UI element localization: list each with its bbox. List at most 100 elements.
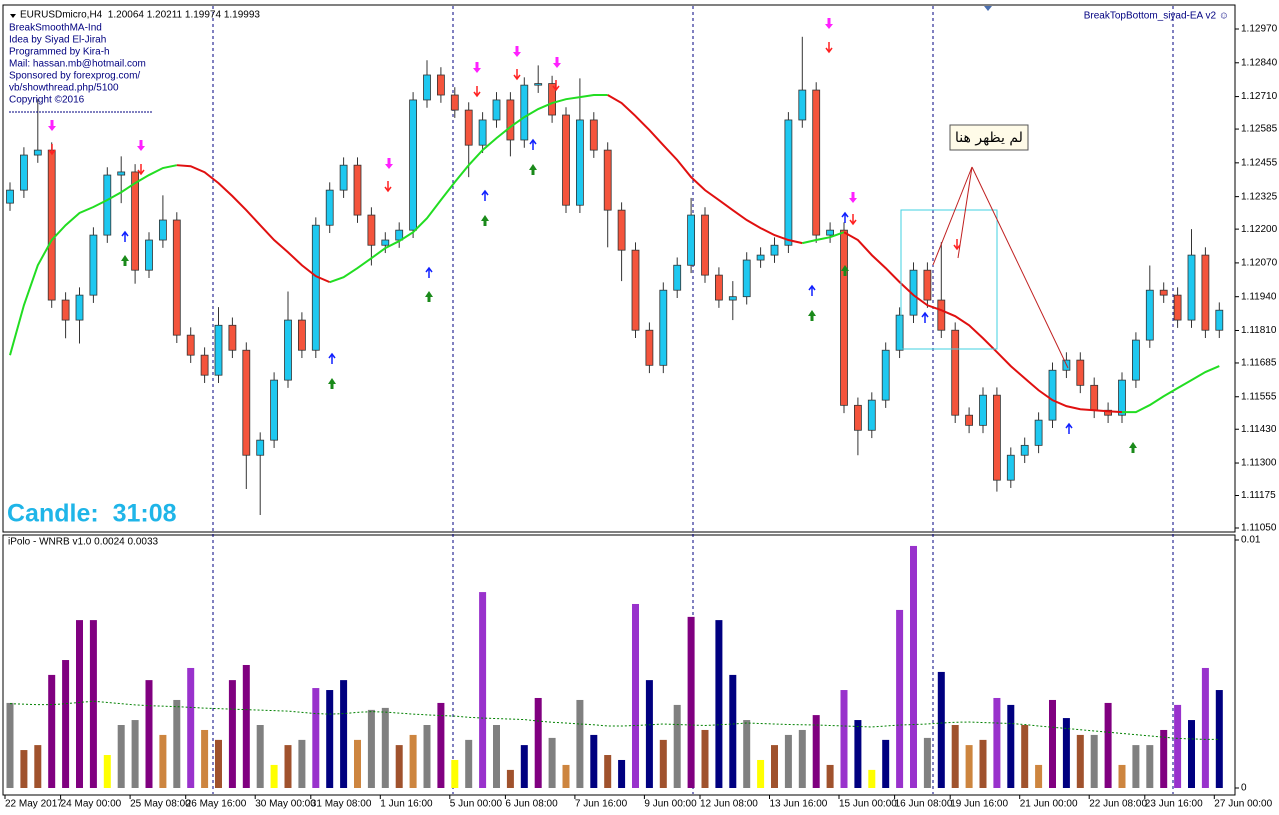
volume-bar <box>1201 667 1209 788</box>
y-tick-label: 1.12710 <box>1241 91 1278 102</box>
candle-body <box>534 83 543 86</box>
candle-body <box>701 214 709 276</box>
volume-bar <box>1104 702 1112 788</box>
y-tick-label: 1.11050 <box>1241 523 1277 534</box>
candle-body <box>75 294 84 321</box>
pointer <box>932 166 973 266</box>
candle-body <box>1020 444 1029 456</box>
y-tick-label: 1.11555 <box>1241 391 1277 402</box>
candle-body <box>1090 384 1099 411</box>
volume-bar <box>1007 704 1015 788</box>
y-tick-label: 0 <box>1241 783 1247 794</box>
volume-bar <box>103 755 111 788</box>
candle-body <box>1118 379 1126 416</box>
candle-body <box>145 239 153 271</box>
candle-body <box>325 189 334 226</box>
volume-bar <box>34 745 42 788</box>
volume-bar <box>951 725 959 788</box>
volume-bar <box>1021 725 1029 788</box>
pointer <box>957 166 973 259</box>
y-tick-label: 0.01 <box>1241 535 1261 546</box>
volume-bar <box>187 667 195 788</box>
volume-bar <box>1035 764 1043 788</box>
volume-bar <box>423 725 431 788</box>
candle-body <box>339 164 348 191</box>
volume-bar <box>743 720 751 788</box>
candle-body <box>117 171 126 176</box>
info-line: Mail: hassan.mb@hotmail.com <box>9 59 146 70</box>
volume-bar <box>1188 720 1195 788</box>
indicator-info: BreakSmoothMA-Ind Idea by Siyad El-Jirah… <box>9 23 153 113</box>
candle-body <box>1173 294 1182 321</box>
volume-bar <box>493 725 500 788</box>
candle-body <box>423 74 431 101</box>
volume-bar <box>131 720 139 788</box>
candle-body <box>506 99 515 141</box>
volume-bar <box>1076 734 1084 788</box>
x-tick-label: 22 Jun 08:00 <box>1089 799 1147 810</box>
candle-body <box>381 239 390 246</box>
volume-bar <box>965 745 973 788</box>
candle-body <box>715 274 723 301</box>
volume-bar <box>548 737 556 788</box>
candle-body <box>589 119 598 151</box>
x-tick-label: 1 Jun 16:00 <box>380 799 433 810</box>
candle-body <box>172 219 181 336</box>
candle-body <box>631 249 640 331</box>
pointer <box>971 166 1069 369</box>
x-tick-label: 31 May 08:00 <box>311 799 372 810</box>
candle-body <box>687 214 695 266</box>
volume-bar <box>62 660 70 788</box>
x-tick-label: 12 Jun 08:00 <box>700 799 758 810</box>
x-tick-label: 7 Jun 16:00 <box>575 799 628 810</box>
candle-body <box>548 83 556 116</box>
candle-body <box>895 314 904 351</box>
volume-bar <box>798 729 806 788</box>
y-tick-label: 1.11810 <box>1241 325 1277 336</box>
candle-body <box>576 119 584 206</box>
x-tick-label: 26 May 16:00 <box>186 799 247 810</box>
symbol-line: EURUSDmicro,H4 1.20064 1.20211 1.19974 1… <box>20 10 260 21</box>
y-tick-label: 1.11300 <box>1241 458 1277 469</box>
volume-bar <box>1090 734 1098 788</box>
volume-bar <box>910 545 917 788</box>
candle-body <box>993 394 1001 481</box>
candle-body <box>854 404 862 431</box>
y-tick-label: 1.11175 <box>1241 490 1276 501</box>
candle-body <box>798 89 807 121</box>
x-tick-label: 5 Jun 00:00 <box>450 799 503 810</box>
candle-timer: Candle: 31:08 <box>7 500 177 528</box>
x-tick-label: 15 Jun 00:00 <box>839 799 897 810</box>
candle-body <box>673 264 682 291</box>
annotation-box <box>949 124 1029 151</box>
candle-body <box>131 171 140 271</box>
x-tick-label: 19 Jun 16:00 <box>950 799 1008 810</box>
y-tick-label: 1.11940 <box>1241 291 1277 302</box>
volume-bar <box>242 664 250 788</box>
moving-average <box>802 231 845 245</box>
candle-body <box>1187 254 1196 321</box>
volume-bar <box>145 680 153 788</box>
candle-body <box>840 229 848 406</box>
candle-body <box>756 254 765 261</box>
volume-bar <box>757 759 765 788</box>
volume-bar <box>1146 745 1154 788</box>
moving-average <box>1122 365 1220 414</box>
candle-body <box>937 299 946 331</box>
candle-body <box>1076 359 1085 386</box>
candle-body <box>270 379 279 441</box>
candle-body <box>492 99 501 121</box>
x-tick-label: 27 Jun 00:00 <box>1214 799 1272 810</box>
volume-bar <box>687 616 695 788</box>
candle-body <box>1048 369 1057 421</box>
volume-bar <box>729 674 737 788</box>
volume-bar <box>465 739 473 788</box>
x-tick-label: 23 Jun 16:00 <box>1145 799 1203 810</box>
x-tick-label: 9 Jun 00:00 <box>644 799 697 810</box>
candle-body <box>1132 339 1140 381</box>
candle-body <box>742 259 751 298</box>
moving-average <box>843 231 1123 414</box>
y-tick-label: 1.12585 <box>1241 124 1278 135</box>
